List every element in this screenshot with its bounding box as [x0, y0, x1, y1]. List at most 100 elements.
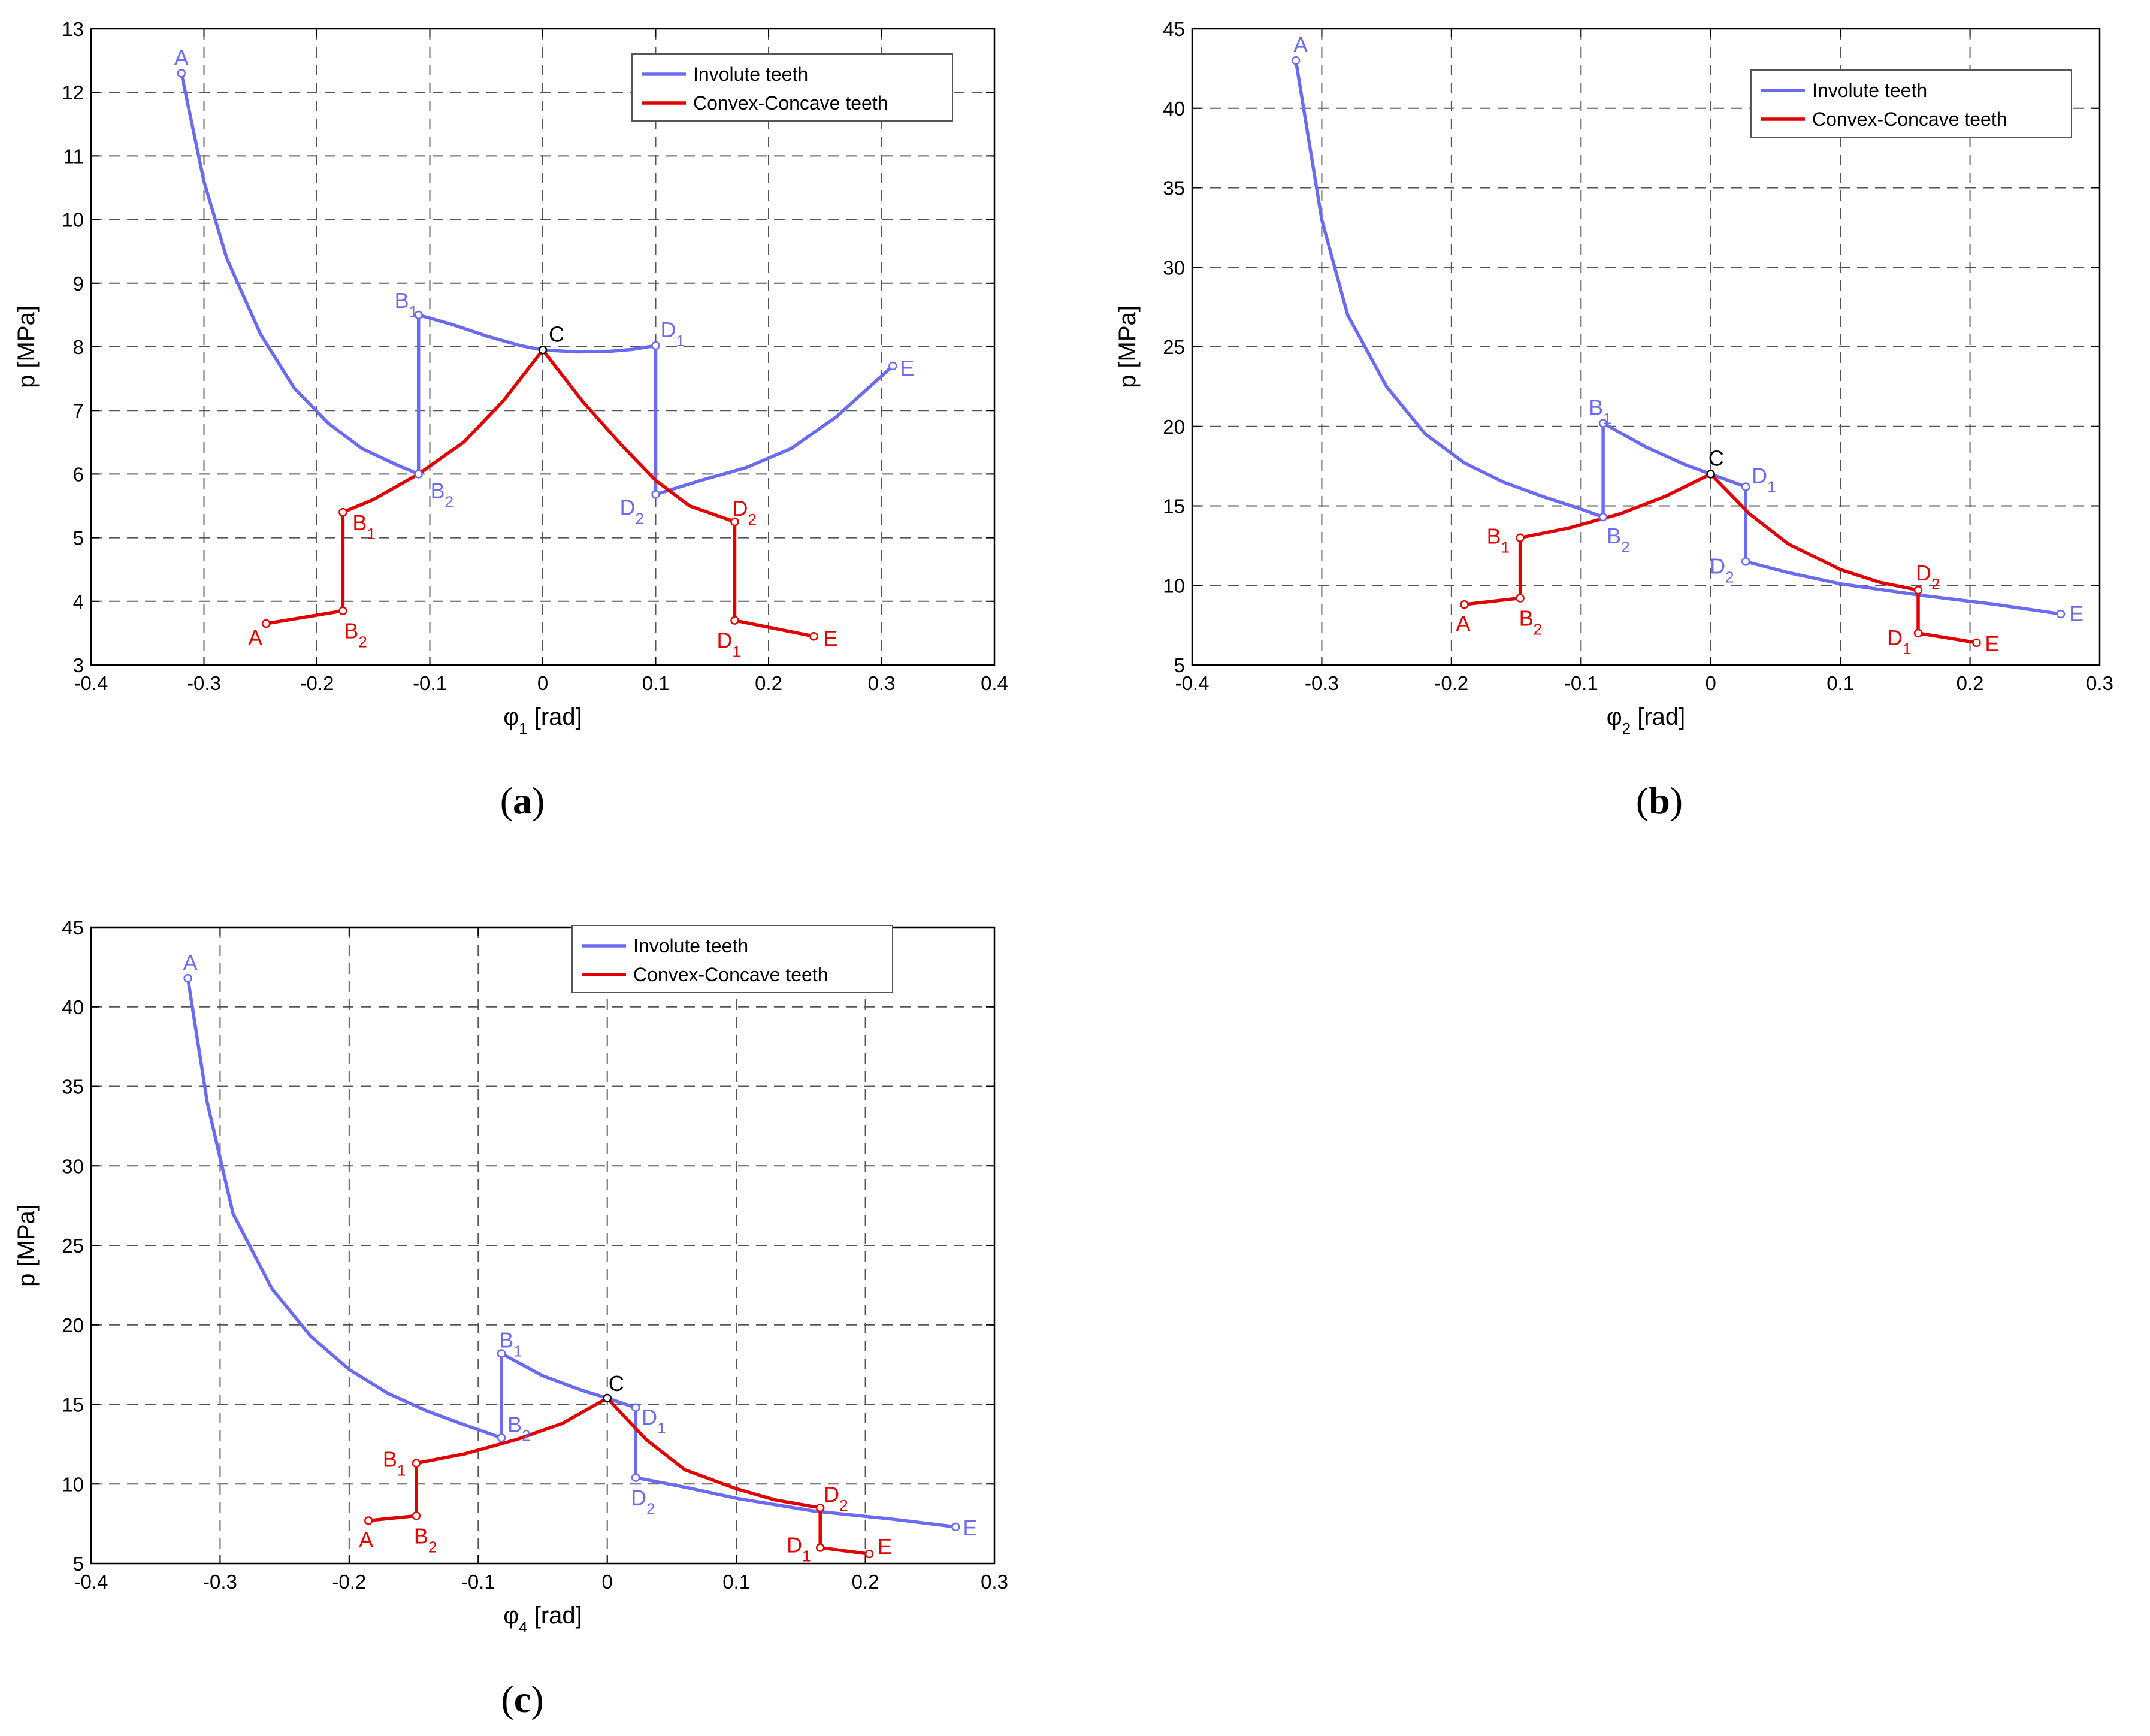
point-label: B2	[414, 1523, 437, 1556]
x-axis-label: φ4 [rad]	[503, 1602, 582, 1636]
x-tick-label: -0.1	[1564, 672, 1598, 694]
x-tick-label: 0	[537, 672, 548, 694]
y-tick-label: 45	[62, 917, 84, 939]
x-tick-label: -0.3	[187, 672, 221, 694]
point-label-sub: 1	[397, 1462, 406, 1480]
series-line-involute	[180, 71, 895, 497]
point-label: A	[359, 1527, 373, 1551]
point-label-sub: 2	[646, 1500, 655, 1518]
point-label-sub: 2	[748, 510, 756, 528]
point-marker	[538, 346, 548, 355]
legend-entry-label: Convex-Concave teeth	[633, 964, 828, 985]
point-marker	[497, 1433, 506, 1442]
point-label: B1	[499, 1328, 522, 1360]
point-label: B1	[1487, 524, 1510, 557]
point-label-sub: 2	[839, 1496, 848, 1514]
y-tick-label: 11	[63, 145, 84, 167]
point-label-sub: 2	[428, 1538, 437, 1556]
x-axis-label: φ2 [rad]	[1607, 704, 1686, 737]
point-marker	[1913, 585, 1923, 595]
x-tick-label: -0.3	[1305, 672, 1339, 694]
point-marker	[888, 361, 897, 371]
y-tick-label: 5	[73, 1553, 84, 1575]
point-label-main: D	[1916, 561, 1931, 585]
point-marker	[815, 1503, 825, 1513]
point-label-main: D	[620, 495, 636, 519]
point-marker	[815, 1543, 825, 1552]
x-tick-label: -0.2	[332, 1571, 366, 1593]
point-label-main: A	[1456, 611, 1471, 636]
x-tick-label: 0.1	[1827, 672, 1854, 694]
caption-b: (b)	[1635, 779, 1683, 822]
point-label: B2	[431, 478, 453, 510]
point-label-sub: 2	[522, 1426, 530, 1444]
point-label: B2	[507, 1412, 530, 1444]
y-tick-label: 13	[62, 18, 84, 40]
series-line-convex-concave	[367, 1396, 871, 1556]
y-tick-label: 9	[73, 273, 84, 295]
point-marker	[338, 507, 347, 517]
chart-c: -0.4 -0.3 -0.2 -0.1 0 0.1 0.2 0.3 5 10 15 20 25 30 35 4…	[13, 917, 1008, 1636]
y-tick-label: 12	[62, 81, 84, 104]
point-label-main: D	[642, 1405, 657, 1429]
point-label-sub: 1	[1767, 478, 1776, 496]
point-label: D2	[631, 1486, 655, 1518]
x-tick-label: 0.3	[981, 1571, 1008, 1593]
point-label-sub: 1	[676, 332, 685, 350]
x-axis-subscript: 2	[1622, 719, 1631, 737]
point-label: E	[2069, 601, 2084, 626]
x-tick-label: 0.2	[852, 1571, 879, 1593]
point-marker	[1291, 56, 1301, 65]
point-marker	[730, 616, 739, 625]
point-label-main: A	[174, 45, 189, 69]
point-label: E	[1985, 631, 1999, 656]
point-label: E	[823, 626, 837, 651]
point-label-main: E	[900, 356, 914, 380]
point-marker	[651, 341, 660, 350]
y-axis-label: p [MPa]	[13, 1204, 40, 1287]
point-label-main: A	[248, 625, 262, 650]
point-marker	[651, 490, 660, 499]
x-tick-label: -0.4	[1175, 672, 1209, 694]
legend-entry-label: Convex-Concave teeth	[1812, 108, 2007, 130]
point-label-sub: 2	[358, 633, 367, 651]
x-tick-label: 0.3	[2086, 672, 2113, 694]
point-marker	[1598, 419, 1608, 428]
point-label-main: D	[716, 628, 732, 653]
y-tick-label: 7	[73, 400, 84, 422]
point-label-main: D	[661, 317, 676, 342]
legend-entry-label: Convex-Concave teeth	[693, 92, 888, 114]
point-label-sub: 1	[657, 1419, 666, 1437]
legend-entry-label: Involute teeth	[1812, 80, 1927, 101]
point-marker	[338, 606, 347, 615]
x-axis-symbol: φ	[503, 704, 519, 730]
point-marker	[414, 310, 423, 320]
x-tick-label: 0	[1706, 672, 1716, 694]
x-tick-label: -0.3	[203, 1571, 237, 1593]
y-tick-label: 15	[1163, 495, 1185, 518]
point-label-main: E	[823, 626, 837, 651]
y-tick-label: 3	[73, 654, 84, 676]
point-marker	[177, 69, 186, 78]
point-label: B1	[383, 1447, 406, 1480]
point-label: B2	[1519, 606, 1542, 638]
point-label-main: B	[431, 478, 445, 503]
point-label-main: D	[1887, 625, 1903, 650]
point-label: A	[1456, 611, 1471, 636]
chart-panel-b: -0.4 -0.3 -0.2 -0.1 0 0.1 0.2 0.3 5 10 15 20 25 30 35 4…	[1096, 0, 2150, 773]
series-line-convex-concave	[1462, 472, 1979, 645]
point-label: D1	[787, 1532, 811, 1565]
x-axis-label: φ1 [rad]	[503, 704, 582, 737]
x-axis-subscript: 1	[519, 719, 527, 737]
point-label-main: D	[1710, 554, 1725, 578]
point-label: D1	[1887, 625, 1911, 658]
legend-entry-label: Involute teeth	[633, 935, 748, 957]
point-label: C	[1708, 446, 1724, 470]
point-label-sub: 1	[1501, 539, 1510, 557]
x-tick-label: 0.4	[981, 672, 1008, 694]
point-label: B1	[395, 288, 418, 320]
chart-a: -0.4 -0.3 -0.2 -0.1 0 0.1 0.2 0.3 0.434567891011…	[13, 18, 1008, 737]
y-tick-label: 30	[1163, 256, 1185, 279]
point-label-main: D	[1752, 464, 1767, 488]
x-tick-label: -0.4	[74, 672, 108, 694]
